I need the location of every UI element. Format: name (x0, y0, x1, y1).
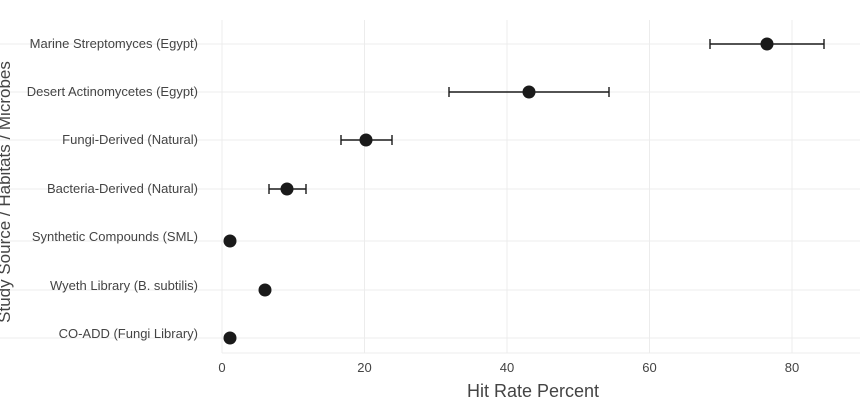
svg-text:Hit Rate Percent: Hit Rate Percent (467, 381, 599, 400)
svg-text:60: 60 (642, 360, 656, 375)
svg-text:Synthetic Compounds (SML): Synthetic Compounds (SML) (32, 229, 198, 244)
svg-text:Wyeth Library (B. subtilis): Wyeth Library (B. subtilis) (50, 278, 198, 293)
svg-text:Fungi-Derived (Natural): Fungi-Derived (Natural) (62, 132, 198, 147)
svg-text:0: 0 (218, 360, 225, 375)
svg-text:80: 80 (785, 360, 799, 375)
svg-text:Bacteria-Derived (Natural): Bacteria-Derived (Natural) (47, 181, 198, 196)
svg-text:Study Source / Habitats / Micr: Study Source / Habitats / Microbes (0, 61, 14, 323)
svg-text:Marine Streptomyces (Egypt): Marine Streptomyces (Egypt) (30, 36, 198, 51)
svg-text:Desert Actinomycetes (Egypt): Desert Actinomycetes (Egypt) (27, 84, 198, 99)
svg-text:CO-ADD (Fungi Library): CO-ADD (Fungi Library) (59, 326, 198, 341)
svg-text:20: 20 (357, 360, 371, 375)
svg-text:40: 40 (500, 360, 514, 375)
